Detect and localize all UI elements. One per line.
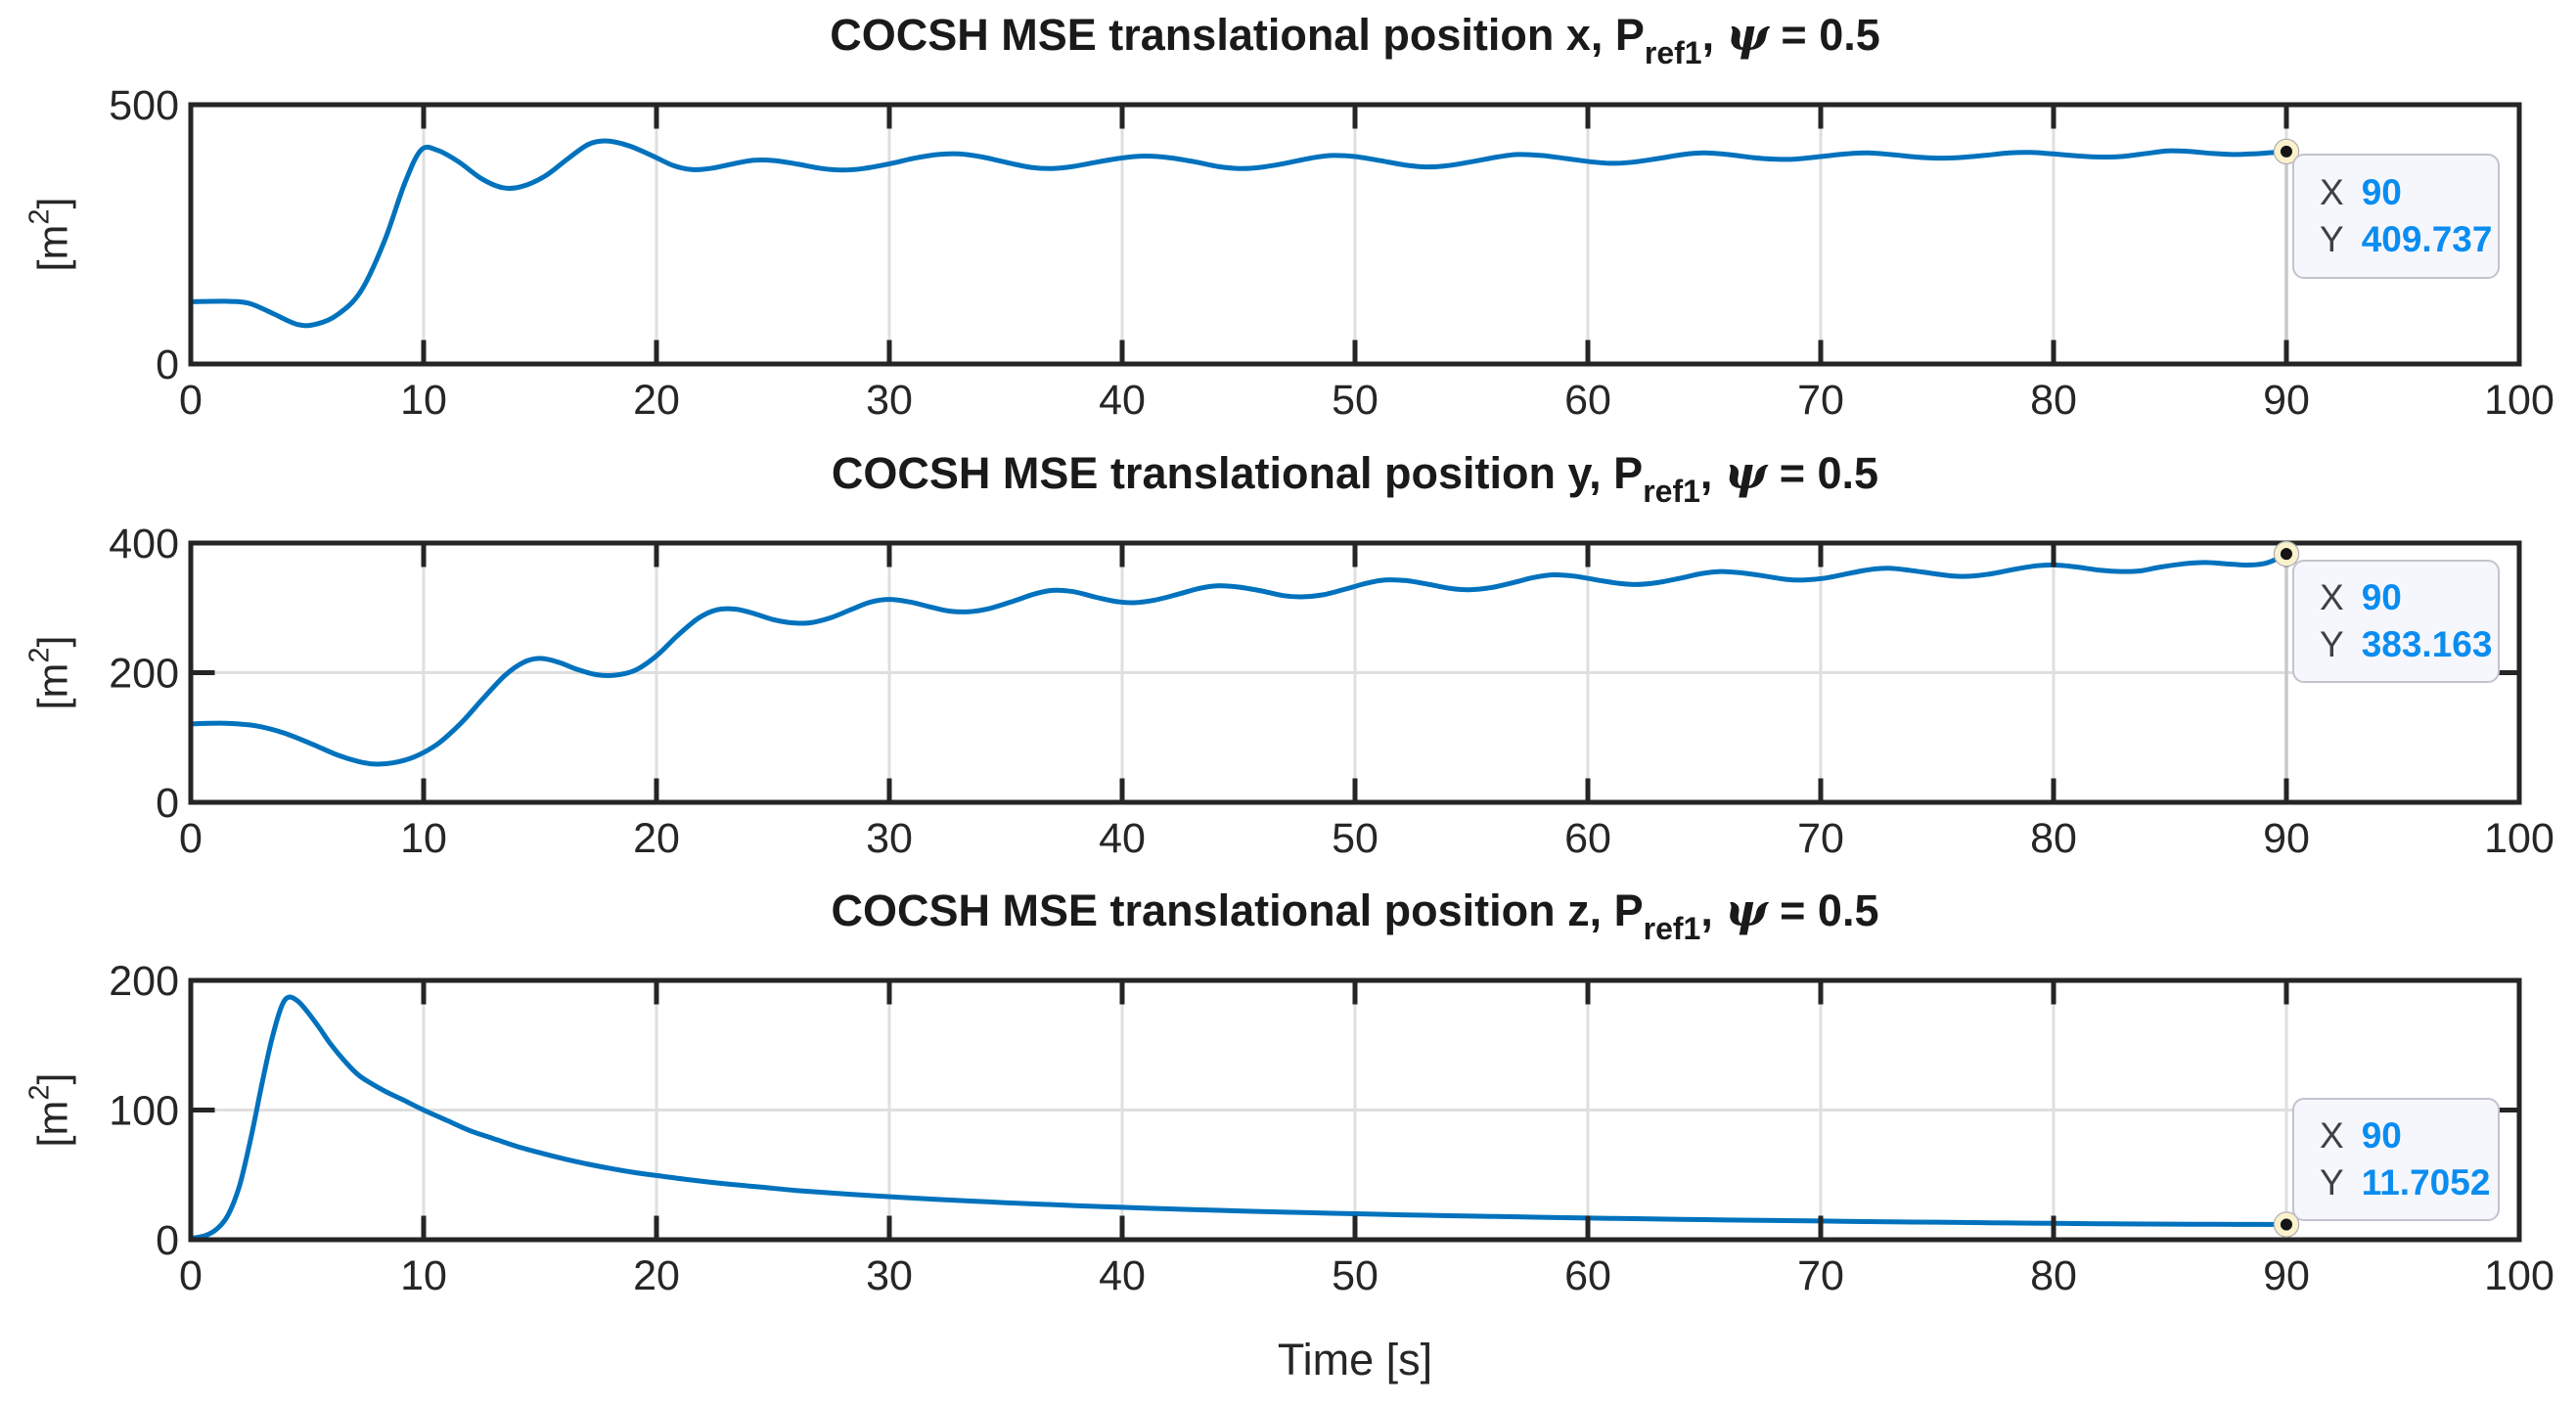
axes-border <box>188 102 2522 367</box>
plot2-title: COCSH MSE translational position y, Pref… <box>831 446 1879 509</box>
x-tick-label: 100 <box>2484 815 2554 862</box>
plot2-title-text: COCSH MSE translational position y, P <box>831 448 1644 498</box>
y-tick-label: 0 <box>156 780 179 827</box>
y-tick-label: 100 <box>109 1088 179 1135</box>
x-tick-label: 90 <box>2263 1252 2310 1299</box>
x-tick-label: 100 <box>2484 1252 2554 1299</box>
y-tick-label: 200 <box>109 958 179 1005</box>
x-tick-label: 70 <box>1797 1252 1844 1299</box>
plot3-datatip[interactable]: X 90 Y 11.7052 <box>2292 1098 2500 1221</box>
x-tick-label: 40 <box>1099 815 1146 862</box>
x-tick-label: 70 <box>1797 815 1844 862</box>
x-tick-label: 50 <box>1332 377 1378 424</box>
x-tick-label: 0 <box>179 377 203 424</box>
plot3-ylabel: [m2] <box>23 1072 77 1148</box>
datatip-y-row: Y 11.7052 <box>2320 1162 2491 1203</box>
x-tick-label: 40 <box>1099 377 1146 424</box>
x-tick-label: 80 <box>2030 377 2077 424</box>
x-axis-label: Time [s] <box>1277 1335 1433 1384</box>
axes-border <box>188 540 2522 805</box>
datatip-y-row: Y 383.163 <box>2320 624 2493 664</box>
x-tick-label: 10 <box>400 815 447 862</box>
plot3-title: COCSH MSE translational position z, Pref… <box>831 884 1879 946</box>
psi-symbol: ψ <box>1724 446 1768 499</box>
datatip-marker[interactable] <box>2281 1218 2292 1231</box>
datatip-x-row: X 90 <box>2320 172 2402 212</box>
x-tick-label: 60 <box>1564 815 1611 862</box>
x-tick-label: 0 <box>179 1252 203 1299</box>
series-line[interactable] <box>188 551 2289 805</box>
x-tick-label: 80 <box>2030 815 2077 862</box>
plot1-datatip[interactable]: X 90 Y 409.737 <box>2292 154 2500 279</box>
x-tick-label: 20 <box>633 815 680 862</box>
x-tick-label: 50 <box>1332 815 1378 862</box>
series-line[interactable] <box>188 138 2289 367</box>
plot3-title-subscript: ref1 <box>1643 911 1701 946</box>
y-tick-label: 500 <box>109 82 179 129</box>
datatip-x-row: X 90 <box>2320 577 2402 617</box>
x-tick-label: 30 <box>866 377 913 424</box>
datatip-marker[interactable] <box>2281 548 2292 561</box>
datatip-marker-outline <box>2273 540 2300 567</box>
x-tick-label: 90 <box>2263 815 2310 862</box>
plot2-ylabel: [m2] <box>23 635 77 710</box>
x-tick-label: 40 <box>1099 1252 1146 1299</box>
x-tick-label: 50 <box>1332 1252 1378 1299</box>
x-tick-label: 30 <box>866 1252 913 1299</box>
datatip-marker[interactable] <box>2281 145 2292 158</box>
psi-symbol: ψ <box>1725 884 1768 936</box>
plot2-datatip[interactable]: X 90 Y 383.163 <box>2292 560 2500 683</box>
x-tick-label: 20 <box>633 377 680 424</box>
x-tick-label: 80 <box>2030 1252 2077 1299</box>
plot1-title-text: COCSH MSE translational position x, P <box>830 10 1645 60</box>
plot1-title: COCSH MSE translational position x, Pref… <box>830 8 1880 70</box>
x-tick-label: 10 <box>400 377 447 424</box>
axes-border <box>188 977 2522 1243</box>
datatip-x-row: X 90 <box>2320 1115 2402 1156</box>
datatip-marker-outline <box>2273 138 2300 165</box>
plot1-title-subscript: ref1 <box>1644 35 1702 70</box>
y-tick-label: 200 <box>109 651 179 698</box>
x-tick-label: 10 <box>400 1252 447 1299</box>
psi-symbol: ψ <box>1726 8 1769 61</box>
x-tick-label: 0 <box>179 815 203 862</box>
y-tick-label: 0 <box>156 1217 179 1264</box>
x-tick-label: 60 <box>1564 377 1611 424</box>
datatip-marker-ring <box>2275 1212 2298 1237</box>
x-tick-label: 30 <box>866 815 913 862</box>
series-line[interactable] <box>188 994 2289 1242</box>
y-tick-label: 0 <box>156 341 179 388</box>
datatip-marker-outline <box>2273 1211 2300 1238</box>
plot1-ylabel: [m2] <box>23 197 77 272</box>
x-tick-label: 60 <box>1564 1252 1611 1299</box>
y-tick-label: 400 <box>109 521 179 567</box>
plot2-title-subscript: ref1 <box>1643 474 1700 509</box>
x-tick-label: 70 <box>1797 377 1844 424</box>
x-tick-label: 90 <box>2263 377 2310 424</box>
datatip-marker-ring <box>2275 542 2298 567</box>
datatip-y-row: Y 409.737 <box>2320 219 2493 259</box>
plot3-title-text: COCSH MSE translational position z, P <box>831 885 1644 935</box>
x-tick-label: 100 <box>2484 377 2554 424</box>
x-tick-label: 20 <box>633 1252 680 1299</box>
datatip-marker-ring <box>2275 139 2298 163</box>
